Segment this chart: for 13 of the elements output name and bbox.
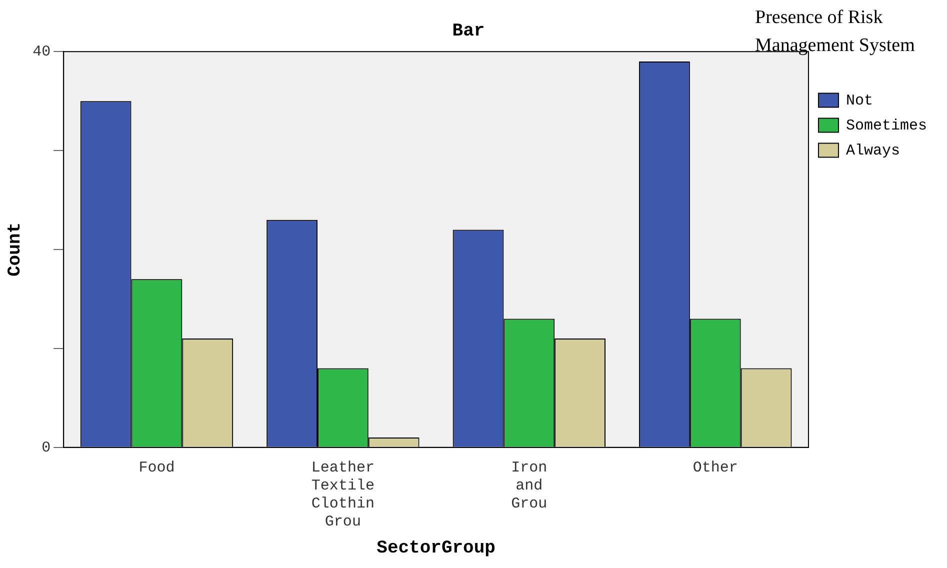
legend-label: Not [846,92,873,110]
y-tick-label: 40 [32,44,51,61]
x-tick-label: Leather Textile Clothin Grou [311,459,374,530]
y-axis-title: Count [5,222,26,277]
x-tick-label: Food [138,459,175,476]
chart-title: Bar [452,21,485,42]
x-axis-title: SectorGroup [376,538,496,559]
x-tick-label: Iron and Grou [511,459,548,512]
legend-label: Always [846,142,900,160]
x-tick-label: Other [692,459,738,476]
y-tick-label: 0 [42,439,51,456]
legend-label: Sometimes [846,117,927,134]
legend-title: Presence of Risk Management System [755,6,916,58]
